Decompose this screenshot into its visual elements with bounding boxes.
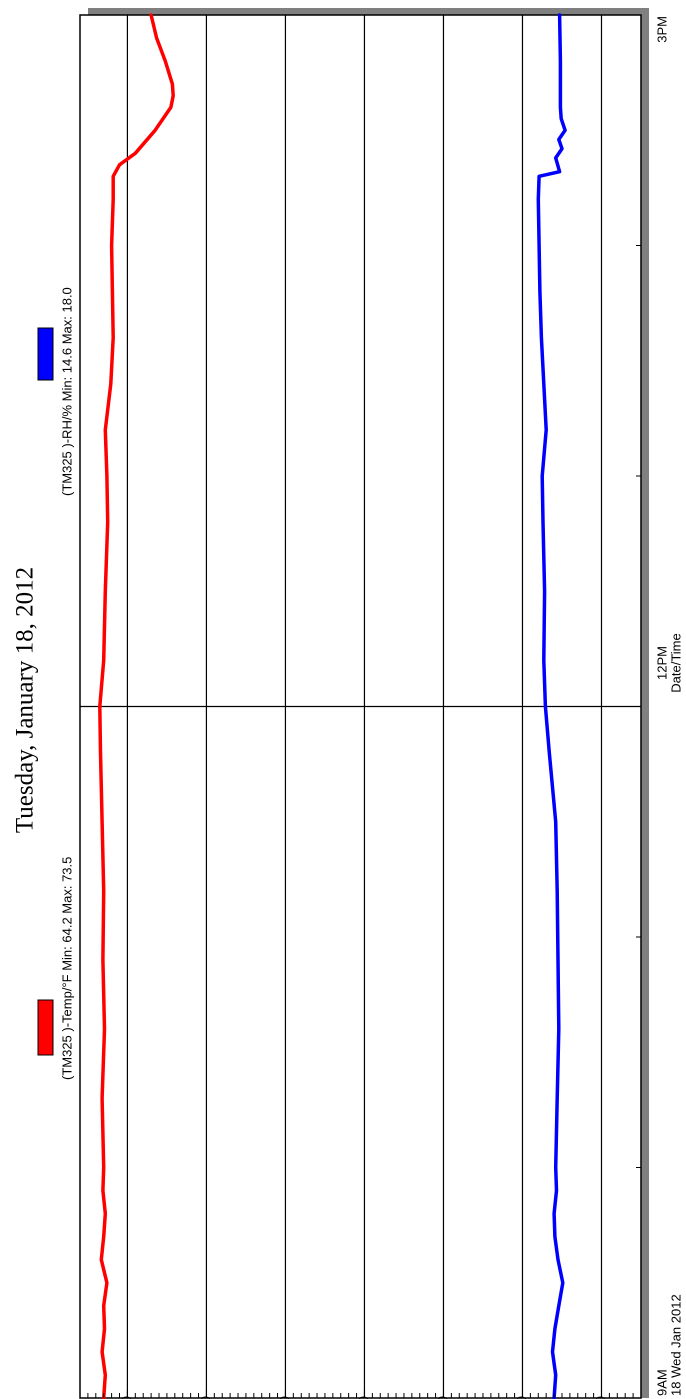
legend-swatch-rh (37, 327, 54, 381)
series-line-temp (98, 13, 175, 1399)
value-tick-label-60: 60 (198, 1396, 213, 1399)
series-line-rh (536, 13, 567, 1399)
time-label-start: 9AM (654, 1369, 669, 1396)
legend-label-temp: (TM325 )-Temp/°F Min: 64.2 Max: 73.5 (59, 857, 74, 1080)
value-tick-label-70: 70 (119, 1396, 134, 1399)
grid (80, 15, 641, 1398)
legend-swatch-temp (37, 999, 54, 1056)
legend-label-rh: (TM325 )-RH/% Min: 14.6 Max: 18.0 (59, 287, 74, 496)
time-axis: 9AM 18 Wed Jan 2012 12PM Date/Time 3PM (654, 16, 683, 1396)
series-layer (98, 13, 567, 1399)
plot-shadow-top (88, 8, 649, 15)
time-label-start-date: 18 Wed Jan 2012 (668, 1294, 683, 1396)
value-tick-label-20: 20 (514, 1396, 529, 1399)
value-tick-label-10: 10 (593, 1396, 608, 1399)
plot-shadow-right (640, 8, 649, 1398)
x-axis-label: Date/Time (668, 633, 683, 692)
value-tick-label-40: 40 (356, 1396, 371, 1399)
value-tick-label-50: 50 (277, 1396, 292, 1399)
legend: (TM325 )-Temp/°F Min: 64.2 Max: 73.5 (TM… (37, 287, 74, 1080)
value-tick-label-30: 30 (435, 1396, 450, 1399)
time-label-mid: 12PM (654, 646, 669, 680)
time-label-end: 3PM (654, 16, 669, 43)
chart-title: Tuesday, January 18, 2012 (12, 567, 39, 833)
value-axis: 10 20 30 40 50 60 70 (79, 1390, 642, 1399)
